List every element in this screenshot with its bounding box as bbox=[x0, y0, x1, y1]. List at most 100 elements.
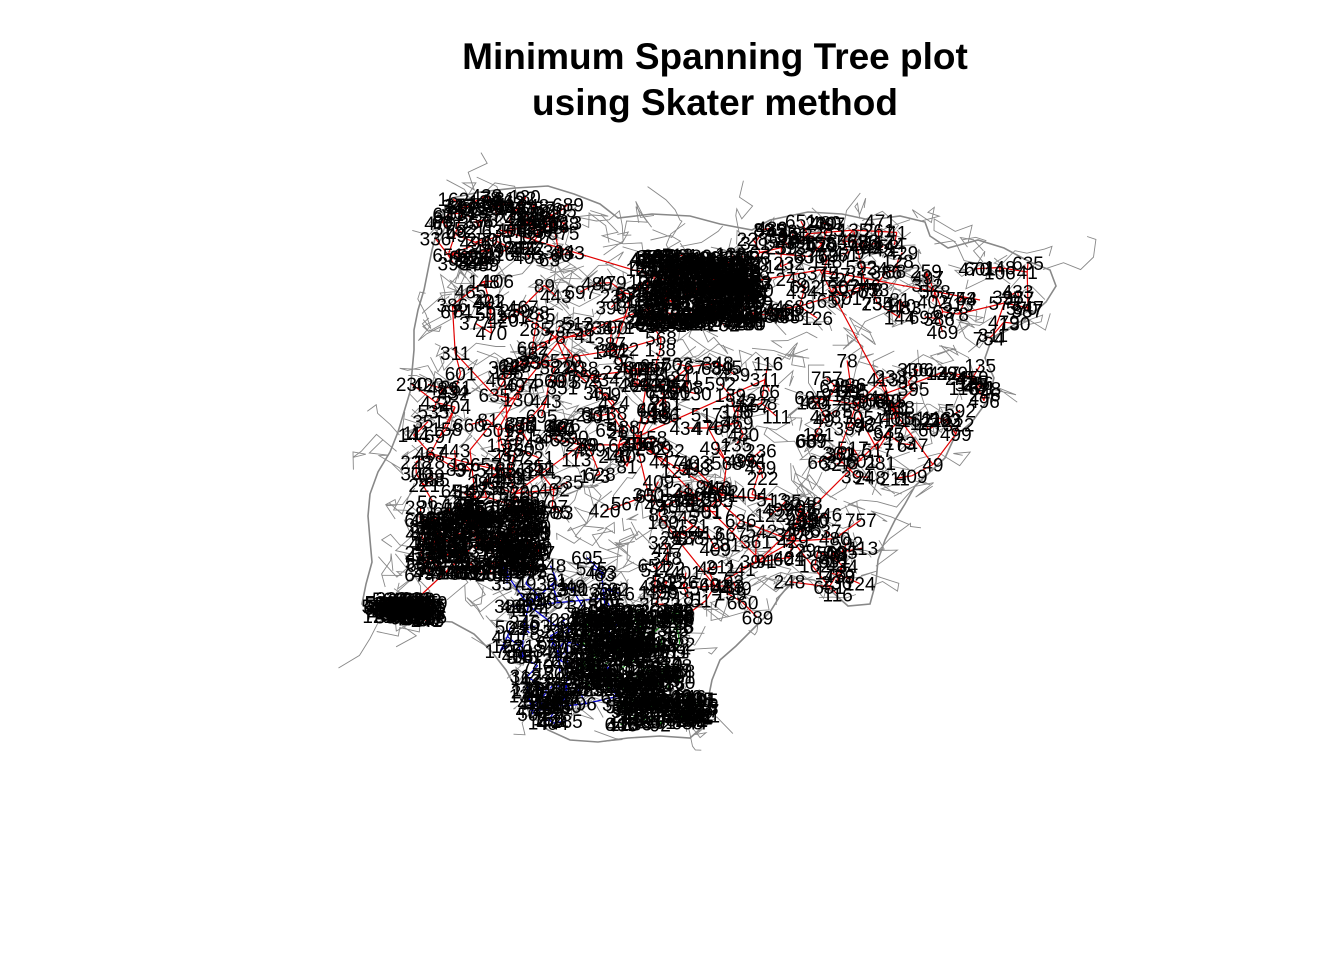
district-boundary-line bbox=[671, 264, 704, 285]
district-boundary-line bbox=[600, 214, 644, 254]
district-boundary-line bbox=[439, 272, 472, 300]
tree-edge bbox=[717, 319, 725, 325]
district-boundary-line bbox=[608, 539, 631, 569]
district-boundary-line bbox=[643, 370, 674, 385]
tree-edge bbox=[652, 318, 662, 322]
district-boundary-line bbox=[422, 506, 462, 523]
tree-edge bbox=[464, 256, 469, 260]
district-boundary-line bbox=[699, 465, 729, 490]
node-label: 211 bbox=[706, 558, 736, 579]
tree-edge bbox=[477, 220, 481, 228]
tree-edge bbox=[649, 292, 653, 296]
tree-edge bbox=[516, 197, 527, 209]
district-boundary-line bbox=[670, 385, 687, 430]
district-boundary-line bbox=[501, 581, 557, 617]
tree-edge bbox=[665, 311, 676, 316]
tree-edge bbox=[748, 317, 751, 321]
district-boundary-line bbox=[540, 270, 573, 294]
node-label: 147 bbox=[592, 343, 624, 364]
tree-edge bbox=[659, 271, 661, 273]
district-boundary-line bbox=[403, 504, 434, 536]
district-boundary-line bbox=[948, 263, 982, 277]
tree-edge bbox=[545, 211, 553, 216]
district-boundary-line bbox=[875, 522, 922, 567]
district-boundary-line bbox=[879, 461, 930, 495]
district-boundary-line bbox=[893, 482, 934, 498]
district-boundary-line bbox=[914, 275, 945, 290]
district-boundary-line bbox=[854, 198, 867, 219]
node-label: 357 bbox=[491, 575, 523, 596]
district-boundary-line bbox=[651, 674, 680, 721]
tree-edge bbox=[641, 295, 650, 303]
node-label: 281 bbox=[709, 536, 741, 557]
node-label: 434 bbox=[786, 283, 818, 304]
district-boundary-line bbox=[584, 400, 622, 443]
district-boundary-line bbox=[907, 403, 956, 439]
district-boundary-line bbox=[668, 541, 687, 575]
tree-edge bbox=[727, 286, 730, 289]
district-boundary-line bbox=[872, 350, 895, 386]
node-label: 767 bbox=[847, 282, 879, 303]
district-boundary-line bbox=[815, 552, 853, 573]
tree-edge bbox=[698, 309, 703, 313]
tree-edge bbox=[672, 268, 675, 272]
district-boundary-line bbox=[393, 576, 422, 596]
tree-edge bbox=[547, 225, 554, 228]
district-boundary-line bbox=[817, 500, 863, 519]
tree-edge bbox=[474, 241, 490, 251]
district-boundary-line bbox=[447, 250, 479, 289]
district-boundary-line bbox=[594, 730, 623, 742]
district-boundary-line bbox=[422, 293, 452, 314]
district-boundary-line bbox=[471, 600, 541, 647]
node-label: 486 bbox=[754, 307, 786, 328]
district-boundary-line bbox=[831, 192, 861, 229]
district-boundary-line bbox=[506, 365, 530, 393]
tree-edge bbox=[667, 276, 671, 280]
tree-edge bbox=[748, 299, 751, 302]
tree-edge bbox=[721, 306, 724, 310]
district-boundary-line bbox=[430, 349, 455, 373]
district-boundary-line bbox=[560, 425, 607, 506]
district-boundary-line bbox=[385, 487, 416, 520]
tree-edge bbox=[509, 218, 512, 230]
district-boundary-line bbox=[962, 236, 987, 263]
tree-edge bbox=[727, 296, 730, 299]
district-boundary-line bbox=[506, 211, 548, 239]
district-boundary-line bbox=[527, 280, 548, 293]
tree-edge bbox=[710, 276, 713, 279]
tree-edge bbox=[739, 315, 742, 322]
node-label: 689 bbox=[701, 359, 733, 380]
node-label: 377 bbox=[1003, 289, 1035, 310]
tree-edge bbox=[441, 213, 449, 223]
district-boundary-line bbox=[892, 354, 944, 370]
tree-edge bbox=[462, 205, 470, 209]
tree-edge bbox=[712, 277, 723, 281]
tree-edge bbox=[447, 214, 553, 256]
district-boundary-line bbox=[562, 218, 587, 258]
tree-edge bbox=[686, 264, 702, 268]
tree-edge bbox=[754, 281, 758, 286]
tree-edge bbox=[712, 293, 719, 297]
district-boundary-line bbox=[647, 186, 683, 239]
node-label: 567 bbox=[517, 344, 549, 365]
tree-edge bbox=[731, 320, 733, 324]
district-boundary-line bbox=[582, 626, 629, 652]
plot-title-line-1: Minimum Spanning Tree plot bbox=[462, 36, 968, 77]
district-boundary-line bbox=[453, 288, 477, 322]
district-boundary-line bbox=[917, 451, 972, 467]
district-boundary-line bbox=[540, 302, 575, 320]
district-boundary-line bbox=[754, 509, 780, 523]
district-boundary-line bbox=[581, 212, 610, 243]
district-boundary-line bbox=[853, 222, 911, 246]
district-boundary-line bbox=[798, 440, 837, 473]
tree-edge bbox=[651, 256, 655, 261]
district-boundary-line bbox=[796, 474, 838, 501]
district-boundary-line bbox=[838, 225, 871, 262]
node-label: 311 bbox=[558, 580, 588, 601]
district-boundary-line bbox=[620, 581, 655, 614]
district-boundary-line bbox=[547, 279, 586, 302]
tree-edge bbox=[448, 212, 463, 215]
tree-edge bbox=[560, 203, 569, 212]
district-boundary-line bbox=[955, 310, 975, 329]
district-boundary-line bbox=[783, 215, 810, 249]
